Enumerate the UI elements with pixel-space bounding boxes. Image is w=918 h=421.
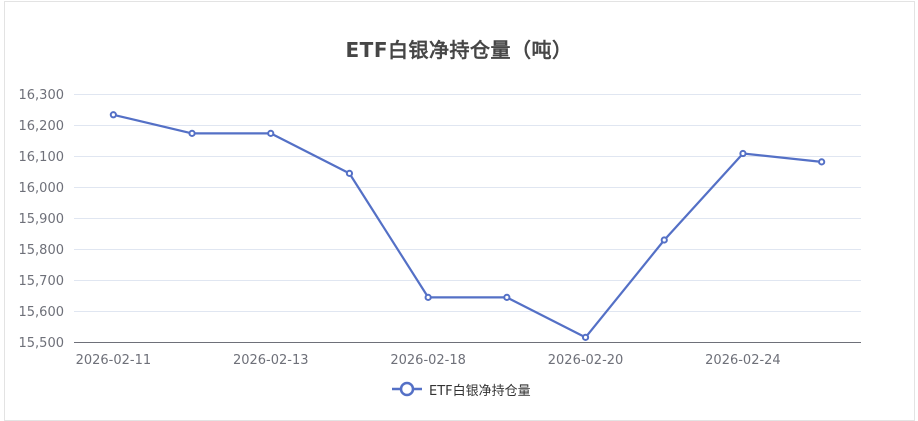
data-point[interactable] [818, 158, 826, 166]
x-tick-label: 2026-02-20 [548, 353, 624, 368]
y-axis-labels: 15,500 15,600 15,700 15,800 15,900 16,000 16,1… [19, 88, 65, 351]
y-tick-label: 16,200 [19, 119, 65, 134]
y-tick-label: 15,500 [19, 336, 65, 351]
data-point[interactable] [424, 293, 432, 301]
y-tick-label: 15,600 [19, 305, 65, 320]
chart-container [4, 1, 915, 421]
x-tick-label: 2026-02-11 [76, 353, 152, 368]
x-tick-label: 2026-02-18 [390, 353, 466, 368]
legend-label: ETF白银净持仓量 [429, 383, 531, 399]
y-tick-label: 16,000 [19, 181, 65, 196]
data-point[interactable] [267, 129, 275, 137]
data-point[interactable] [345, 169, 354, 177]
y-tick-label: 16,300 [19, 88, 65, 103]
series-line [113, 113, 822, 339]
legend[interactable]: ETF白银净持仓量 [390, 379, 531, 399]
grid-lines [74, 94, 861, 312]
y-tick-label: 16,100 [19, 150, 65, 165]
data-point[interactable] [739, 149, 747, 158]
chart-title: ETF白银净持仓量（吨） [345, 38, 573, 62]
data-points [109, 111, 826, 341]
data-point[interactable] [581, 333, 590, 341]
y-tick-label: 15,700 [19, 274, 65, 289]
x-tick-label: 2026-02-13 [233, 353, 309, 368]
data-point[interactable] [503, 293, 511, 301]
data-point[interactable] [109, 111, 117, 119]
line-chart-plot: 15,500 15,600 15,700 15,800 15,900 16,000 16,1… [19, 88, 861, 368]
y-tick-label: 15,900 [19, 212, 65, 227]
y-tick-label: 15,800 [19, 243, 65, 258]
x-tick-label: 2026-02-24 [705, 353, 781, 368]
x-axis-labels: 2026-02-11 2026-02-13 2026-02-18 2026-02-20… [76, 353, 781, 368]
data-point[interactable] [188, 129, 196, 137]
data-point[interactable] [660, 236, 668, 244]
line-circle-icon [392, 381, 422, 397]
